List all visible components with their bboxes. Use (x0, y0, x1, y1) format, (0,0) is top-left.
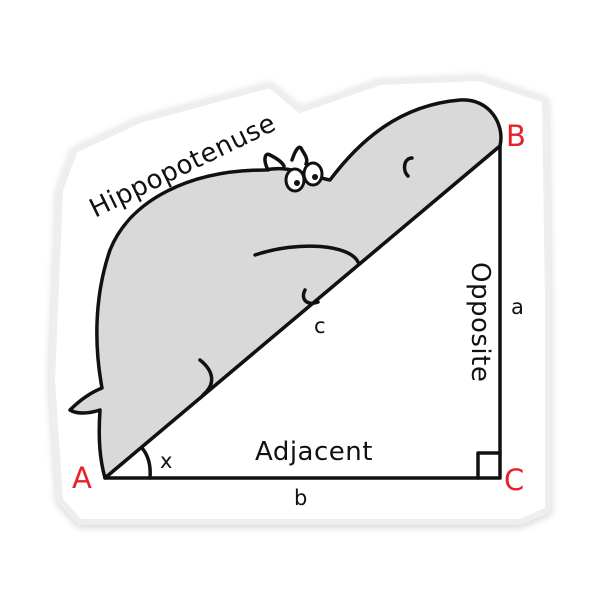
hippo-front-foot (301, 288, 320, 305)
vertex-c-label: C (504, 463, 524, 497)
hippo-nostril (402, 156, 414, 178)
hippo-body (68, 98, 503, 480)
hippo-pupil-left (294, 180, 300, 186)
opposite-word: Opposite (465, 262, 495, 382)
opposite-side-label: a (511, 295, 524, 319)
hippo-pupil-right (312, 174, 318, 180)
hippo-ear-left (263, 152, 286, 172)
angle-label: x (160, 449, 172, 473)
adjacent-side-label: b (294, 486, 307, 510)
vertex-a-label: A (72, 461, 92, 495)
vertex-b-label: B (506, 119, 526, 153)
angle-arc (140, 446, 152, 480)
hypotenuse-side-label: c (314, 314, 326, 338)
hippo-back-leg (198, 358, 214, 397)
hippo-ear-right (290, 145, 309, 166)
right-angle-marker (476, 451, 502, 480)
hippo-eye-left (284, 167, 306, 193)
adjacent-word: Adjacent (255, 437, 373, 467)
hippo-eye-right (302, 161, 324, 187)
hippo-front-leg (253, 244, 360, 264)
